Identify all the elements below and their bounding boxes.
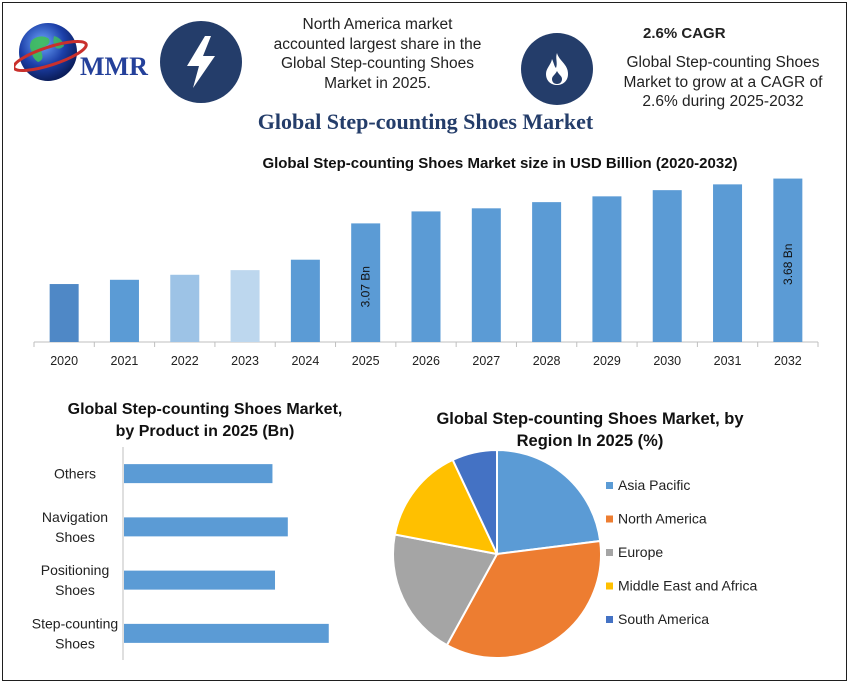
product-chart-title: Global Step-counting Shoes Market, by Pr… <box>30 399 380 443</box>
region-chart-title-line-2: Region In 2025 (%) <box>516 432 664 450</box>
cagr-text-line-1: Global Step-counting Shoes <box>626 54 820 71</box>
product-bar-3 <box>124 623 329 643</box>
product-label-2-0: Positioning <box>41 562 110 578</box>
legend-swatch-1 <box>606 515 613 523</box>
product-chart-title-line-2: by Product in 2025 (Bn) <box>115 423 295 440</box>
x-tick-label-2031: 2031 <box>714 354 742 368</box>
product-label-3-1: Shoes <box>55 635 95 651</box>
bar-2029 <box>592 196 622 342</box>
legend-swatch-2 <box>606 549 613 556</box>
bar-2028 <box>532 202 562 342</box>
bar-2025 <box>351 223 381 342</box>
legend-swatch-3 <box>606 582 613 590</box>
region-headline-line-2: accounted largest share in the <box>273 35 482 53</box>
logo-text: MMR <box>80 52 148 81</box>
bar-2030 <box>652 190 682 342</box>
bar-2023 <box>230 270 260 342</box>
data-label-2025: 3.07 Bn <box>359 266 373 307</box>
product-label-1-0: Navigation <box>42 509 108 525</box>
region-chart-title-line-1: Global Step-counting Shoes Market, by <box>436 410 744 428</box>
region-headline-line-4: Market in 2025. <box>324 74 431 92</box>
legend-label-2: Europe <box>618 544 663 560</box>
cagr-text-line-2: Market to grow at a CAGR of <box>623 73 823 91</box>
pie-slice-1 <box>445 539 602 659</box>
bar-2022 <box>170 274 200 342</box>
globe-icon: MMR <box>12 23 148 81</box>
x-tick-label-2032: 2032 <box>774 354 802 368</box>
legend-label-4: South America <box>618 611 709 627</box>
main-title: Global Step-counting Shoes Market <box>257 109 594 134</box>
region-headline: North America market accounted largest s… <box>255 15 500 93</box>
x-tick-label-2021: 2021 <box>111 354 139 368</box>
lightning-icon-badge <box>160 21 242 103</box>
bar-2031 <box>713 184 743 342</box>
market-size-bar-chart: 2020 2021 2022 2023 2024 2025 3.07 Bn 2026 2027 2… <box>33 178 819 368</box>
mmr-logo: MMR <box>12 18 159 88</box>
x-tick-label-2026: 2026 <box>412 354 440 368</box>
legend-label-0: Asia Pacific <box>618 477 690 493</box>
product-label-2-1: Shoes <box>55 582 95 598</box>
x-tick-label-2023: 2023 <box>231 354 259 368</box>
cagr-title: 2.6% CAGR <box>643 25 726 42</box>
x-tick-label-2025: 2025 <box>352 354 380 368</box>
x-tick-label-2028: 2028 <box>533 354 561 368</box>
product-bar-0 <box>124 464 273 484</box>
product-chart-title-line-1: Global Step-counting Shoes Market, <box>67 401 343 418</box>
product-label-0-0: Others <box>54 466 96 482</box>
x-tick-label-2020: 2020 <box>50 354 78 368</box>
pie-slice-2 <box>392 533 499 647</box>
bar-2020 <box>49 284 79 342</box>
product-label-1-1: Shoes <box>55 529 95 545</box>
legend-label-3: Middle East and Africa <box>618 578 758 594</box>
data-label-2032: 3.68 Bn <box>781 244 795 285</box>
x-tick-label-2030: 2030 <box>653 354 681 368</box>
region-headline-line-3: Global Step-counting Shoes <box>280 55 475 72</box>
bar-2026 <box>411 211 441 342</box>
flame-icon-badge <box>521 33 593 105</box>
legend-swatch-0 <box>606 482 613 489</box>
cagr-text-line-3: 2.6% during 2025-2032 <box>642 93 804 110</box>
pie-slice-0 <box>496 448 602 556</box>
pie-slice-4 <box>451 448 498 555</box>
bar-2032 <box>773 178 803 342</box>
x-tick-label-2029: 2029 <box>593 354 621 368</box>
bar-2024 <box>290 259 320 342</box>
legend-swatch-4 <box>606 616 613 623</box>
cagr-text: Global Step-counting Shoes Market to gro… <box>603 53 843 112</box>
flame-icon <box>546 53 568 85</box>
lightning-bolt-icon <box>187 36 215 88</box>
product-bar-chart: Others Navigation Shoes Positioning Shoes Ste… <box>32 447 329 660</box>
bar-2027 <box>471 208 501 342</box>
x-tick-label-2027: 2027 <box>472 354 500 368</box>
pie-slice-3 <box>393 458 499 556</box>
region-headline-line-1: North America market <box>302 16 453 33</box>
region-pie-chart: Asia Pacific North America Europe Middle Ea… <box>392 448 758 659</box>
product-bar-2 <box>124 570 276 590</box>
x-tick-label-2024: 2024 <box>291 354 319 368</box>
legend-label-1: North America <box>618 511 707 527</box>
product-bar-1 <box>124 517 288 537</box>
x-tick-label-2022: 2022 <box>171 354 199 368</box>
product-label-3-0: Step-counting <box>32 615 118 631</box>
bar-2021 <box>109 279 139 342</box>
region-chart-title: Global Step-counting Shoes Market, by Re… <box>405 408 775 452</box>
market-size-chart-title: Global Step-counting Shoes Market size i… <box>262 155 738 172</box>
